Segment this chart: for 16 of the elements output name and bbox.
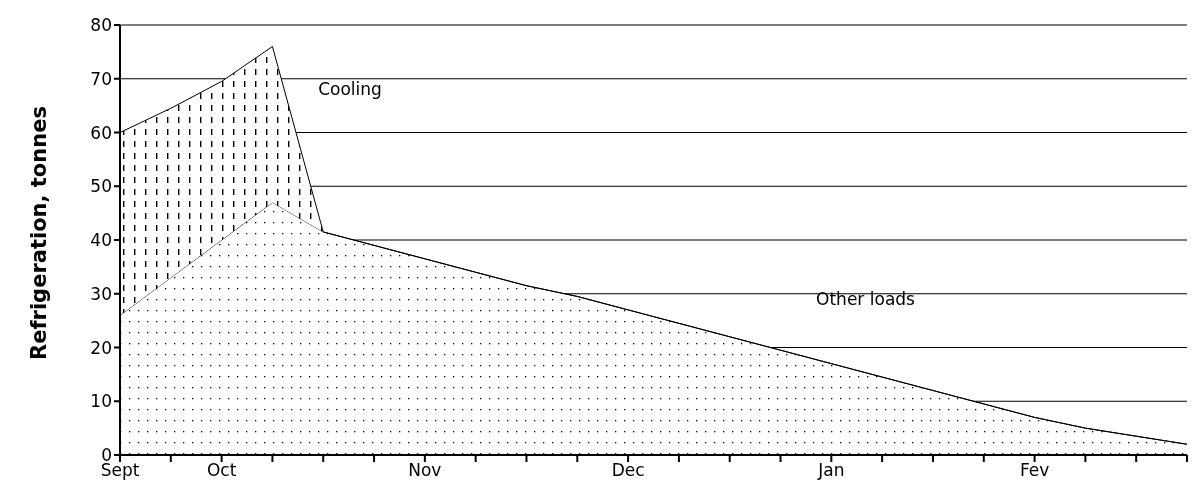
x-tick-label: Oct bbox=[206, 460, 237, 481]
y-tick-label: 50 bbox=[90, 176, 112, 197]
y-tick-label: 40 bbox=[90, 230, 112, 251]
y-tick-label: 60 bbox=[90, 122, 112, 143]
y-tick-label: 80 bbox=[90, 15, 112, 36]
y-axis-title: Refrigeration, tonnes bbox=[27, 106, 52, 360]
x-tick-label: Dec bbox=[611, 460, 645, 481]
y-tick-label: 10 bbox=[90, 391, 112, 412]
y-tick-label: 70 bbox=[90, 68, 112, 89]
series-label: Cooling bbox=[318, 78, 382, 99]
y-tick-label: 20 bbox=[90, 337, 112, 358]
x-tick-label: Jan bbox=[817, 460, 845, 481]
x-tick-label: Nov bbox=[408, 460, 442, 481]
x-tick-label: Fev bbox=[1019, 460, 1050, 481]
y-tick-label: 30 bbox=[90, 283, 112, 304]
text: Other loads bbox=[816, 288, 916, 309]
